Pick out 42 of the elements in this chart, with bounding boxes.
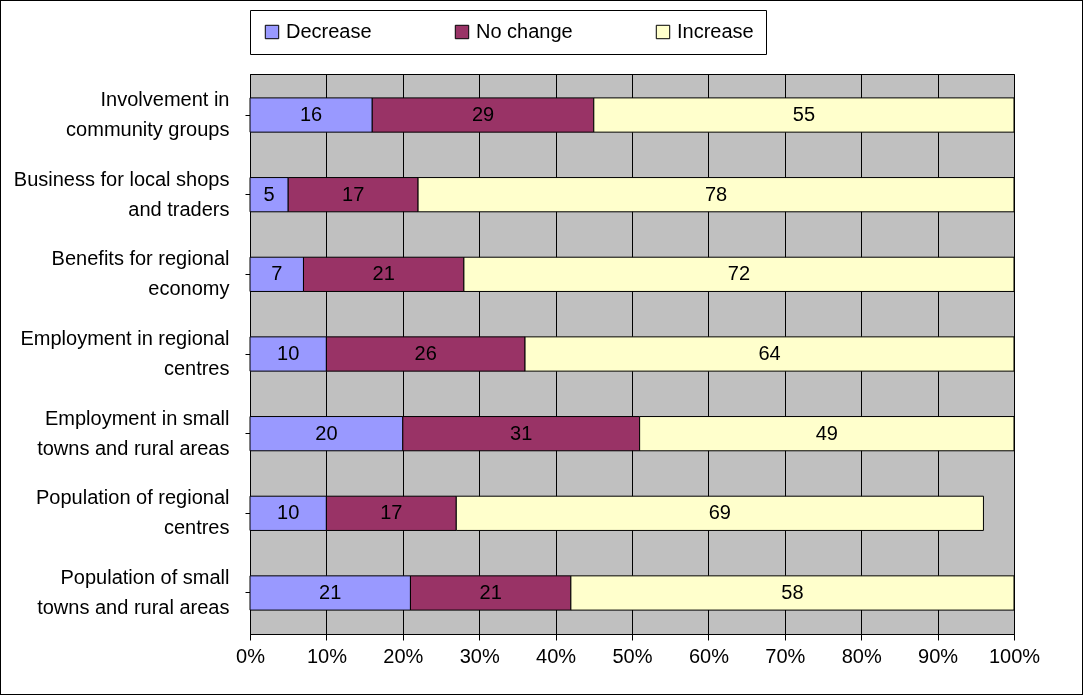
x-tick-label: 20% — [383, 644, 424, 667]
data-label: 16 — [299, 103, 323, 126]
data-label: 21 — [372, 262, 395, 285]
data-label: 20 — [315, 421, 338, 444]
x-tick-label: 50% — [612, 644, 653, 667]
data-label: 21 — [479, 580, 502, 603]
y-tick-label: Employment in regional centres — [20, 327, 230, 379]
data-label: 10 — [277, 342, 300, 364]
data-label: 58 — [781, 580, 804, 603]
x-tick-label: 30% — [459, 644, 500, 667]
x-tick-label: 100% — [988, 644, 1041, 667]
legend-label: No change — [476, 20, 573, 42]
y-tick-label: Population of small towns and rural areas — [37, 565, 230, 618]
data-label: 55 — [792, 103, 816, 126]
data-label: 29 — [471, 103, 495, 126]
data-label: 78 — [704, 182, 728, 205]
x-tick-label: 40% — [536, 644, 577, 667]
data-label: 31 — [510, 421, 533, 444]
x-tick-label: 0% — [236, 644, 266, 667]
data-label: 17 — [380, 501, 403, 524]
x-tick-label: 90% — [918, 644, 959, 667]
legend-label: Increase — [677, 20, 754, 42]
data-label: 7 — [271, 262, 283, 285]
data-label: 10 — [277, 501, 300, 524]
y-tick-label: Benefits for regional economy — [51, 247, 230, 300]
x-tick-label: 70% — [765, 644, 806, 667]
x-tick-label: 10% — [306, 644, 348, 667]
legend-label: Decrease — [286, 20, 372, 42]
data-label: 26 — [414, 342, 437, 364]
data-label: 5 — [263, 182, 275, 205]
data-label: 69 — [708, 501, 731, 524]
data-label: 64 — [758, 342, 781, 364]
x-tick-label: 60% — [688, 644, 730, 667]
y-tick-label: Population of regional centres — [36, 486, 230, 539]
y-tick-label: Employment in small towns and rural areas — [37, 406, 230, 459]
data-label: 17 — [342, 182, 365, 205]
data-label: 49 — [815, 421, 838, 444]
y-tick-label: Business for local shops and traders — [13, 167, 230, 220]
data-label: 21 — [319, 580, 342, 603]
data-label: 72 — [727, 262, 751, 285]
y-tick-label: Involvement in community groups — [66, 88, 230, 141]
x-tick-label: 80% — [841, 644, 882, 667]
